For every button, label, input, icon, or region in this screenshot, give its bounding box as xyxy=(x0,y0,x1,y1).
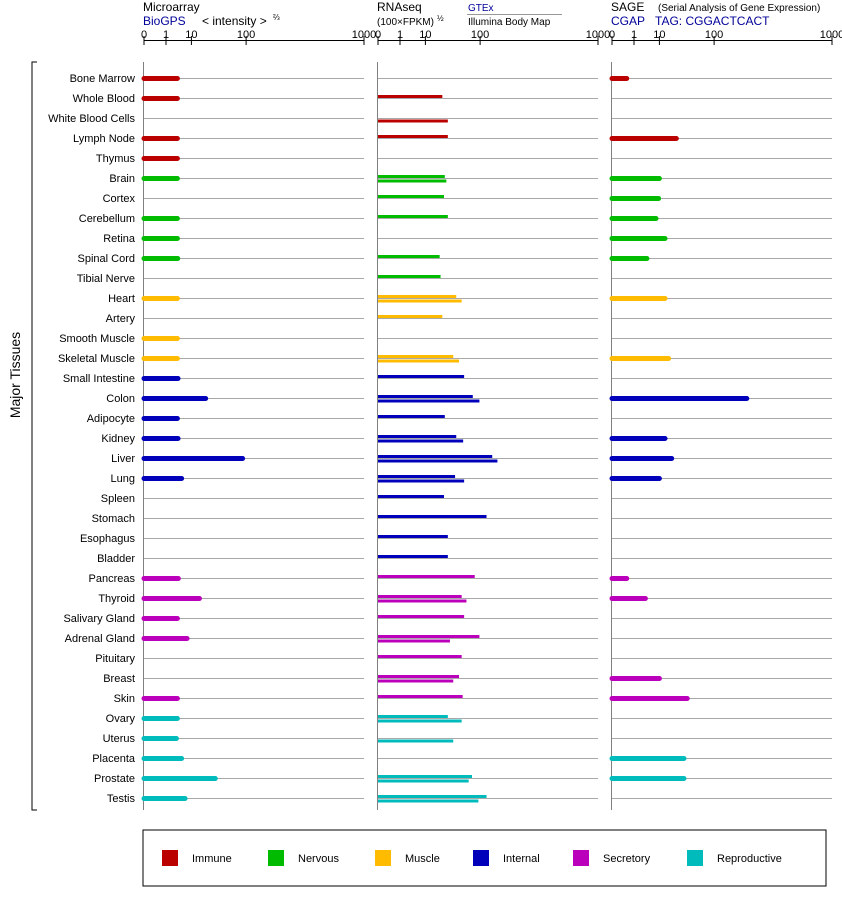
legend-items: Immune Nervous Muscle Internal Secretory Repr… xyxy=(162,850,782,866)
legend-label-immune: Immune xyxy=(192,853,232,865)
tissue-label: Pancreas xyxy=(89,573,136,585)
tissue-label: Testis xyxy=(107,793,136,805)
sage-tag: TAG: CGGACTCACT xyxy=(655,14,770,28)
legend-swatch-immune xyxy=(162,850,178,866)
tissue-label: Thymus xyxy=(96,153,136,165)
rnaseq-source-bodymap: Illumina Body Map xyxy=(468,17,551,28)
tissue-label: Heart xyxy=(108,293,135,305)
tissue-label: Liver xyxy=(111,453,135,465)
tissue-label: Smooth Muscle xyxy=(59,333,135,345)
legend-swatch-secretory xyxy=(573,850,589,866)
tissue-label: Thyroid xyxy=(98,593,135,605)
axis-tick-label: 1000 xyxy=(352,29,376,41)
tissue-label: Skeletal Muscle xyxy=(58,353,135,365)
tissue-label: Small Intestine xyxy=(63,373,135,385)
tissue-label: Skin xyxy=(114,693,135,705)
axis-tick-label: 1 xyxy=(163,29,169,41)
tissue-label: Spleen xyxy=(101,493,135,505)
tissue-label: Prostate xyxy=(94,773,135,785)
tissue-label: Esophagus xyxy=(80,533,136,545)
axis-tick-label: 1000 xyxy=(586,29,610,41)
tissue-label: Cerebellum xyxy=(79,213,135,225)
rnaseq-scale-label: (100×FPKM) xyxy=(377,17,434,28)
sage-header: SAGE (Serial Analysis of Gene Expression… xyxy=(611,0,820,28)
tissue-label: Adrenal Gland xyxy=(65,633,135,645)
axis-tick-label: 100 xyxy=(237,29,255,41)
sage-source-link[interactable]: CGAP xyxy=(611,14,645,28)
legend-swatch-reproductive xyxy=(687,850,703,866)
axis-tick-label: 0 xyxy=(375,29,381,41)
tissue-label: Artery xyxy=(106,313,136,325)
tissue-label: Cortex xyxy=(103,193,136,205)
tissue-label: Bladder xyxy=(97,553,135,565)
tissue-label: Tibial Nerve xyxy=(77,273,135,285)
legend-label-nervous: Nervous xyxy=(298,853,339,865)
tissue-label: Whole Blood xyxy=(73,93,135,105)
tissue-label: Salivary Gland xyxy=(63,613,135,625)
tissue-label: Lung xyxy=(111,473,135,485)
tissue-label: Placenta xyxy=(92,753,136,765)
axis-tick-label: 10 xyxy=(419,29,431,41)
axis-tick-label: 1 xyxy=(397,29,403,41)
axis-tick-label: 0 xyxy=(609,29,615,41)
y-axis-group: Major Tissues xyxy=(7,61,37,811)
legend-swatch-nervous xyxy=(268,850,284,866)
legend-swatch-internal xyxy=(473,850,489,866)
axis-tick-label: 1 xyxy=(631,29,637,41)
legend-label-internal: Internal xyxy=(503,853,540,865)
tissue-label: Bone Marrow xyxy=(70,73,135,85)
sage-title: SAGE xyxy=(611,0,644,14)
y-axis-label: Major Tissues xyxy=(7,332,23,418)
microarray-source-link[interactable]: BioGPS xyxy=(143,14,186,28)
microarray-scale-label: < intensity > xyxy=(202,14,267,28)
axis-tick-label: 100 xyxy=(705,29,723,41)
rnaseq-header: RNAseq (100×FPKM) ½ GTEx Illumina Body M… xyxy=(377,0,562,28)
tissue-label: Ovary xyxy=(106,713,136,725)
tissue-label: Colon xyxy=(106,393,135,405)
legend-label-reproductive: Reproductive xyxy=(717,853,782,865)
axis-tick-label: 10 xyxy=(653,29,665,41)
axis-tick-label: 100 xyxy=(471,29,489,41)
tissue-label: Spinal Cord xyxy=(78,253,135,265)
microarray-title: Microarray xyxy=(143,0,200,14)
tissue-label: Uterus xyxy=(103,733,136,745)
legend-label-secretory: Secretory xyxy=(603,853,651,865)
microarray-header: Microarray BioGPS < intensity > ⅔ xyxy=(143,0,280,28)
tissue-label: Adipocyte xyxy=(87,413,135,425)
tissue-label: White Blood Cells xyxy=(48,113,135,125)
tissue-label: Brain xyxy=(109,173,135,185)
rnaseq-title: RNAseq xyxy=(377,0,422,14)
sage-subtitle: (Serial Analysis of Gene Expression) xyxy=(658,3,820,14)
microarray-scale-exponent: ⅔ xyxy=(273,13,280,22)
legend-label-muscle: Muscle xyxy=(405,853,440,865)
y-axis-bracket xyxy=(31,61,37,811)
axis-tick-label: 10 xyxy=(185,29,197,41)
tissue-label: Breast xyxy=(103,673,135,685)
expression-bars xyxy=(141,76,750,803)
axis-tick-label: 1000 xyxy=(820,29,842,41)
tissue-label: Retina xyxy=(103,233,136,245)
legend: Immune Nervous Muscle Internal Secretory Repr… xyxy=(142,829,827,887)
rnaseq-scale-exponent: ½ xyxy=(437,14,444,23)
tissue-label: Kidney xyxy=(101,433,135,445)
tissue-label: Stomach xyxy=(92,513,135,525)
rnaseq-source-gtex-link[interactable]: GTEx xyxy=(468,3,494,14)
axis-tick-label: 0 xyxy=(141,29,147,41)
tissue-label: Pituitary xyxy=(95,653,135,665)
tissue-label: Lymph Node xyxy=(73,133,135,145)
legend-swatch-muscle xyxy=(375,850,391,866)
